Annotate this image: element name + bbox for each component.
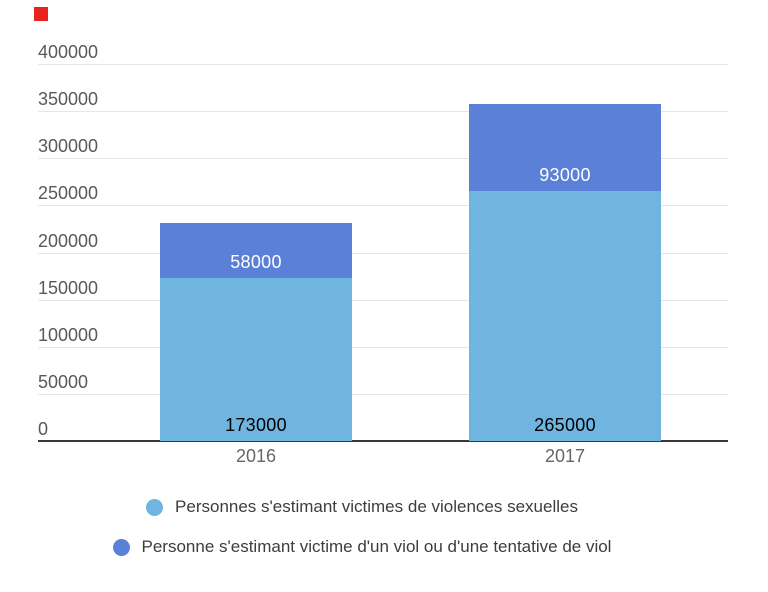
- gridline: [38, 252, 728, 254]
- bar-segment-2017-series2[interactable]: [469, 103, 661, 192]
- gridline: [38, 111, 728, 113]
- y-axis-tick-label: 350000: [38, 89, 99, 110]
- x-axis-label: 2016: [235, 446, 277, 466]
- y-axis-tick-label: 300000: [38, 136, 99, 157]
- legend-color-dot-icon: [146, 498, 164, 516]
- bar-segment-2016-series2[interactable]: [160, 223, 352, 278]
- y-axis-tick-label: 250000: [38, 183, 99, 204]
- chart-legend: Personnes s'estimant victimes de violenc…: [0, 497, 746, 557]
- y-axis-tick-label: 100000: [38, 324, 99, 345]
- y-axis-tick-label: 0: [38, 419, 49, 439]
- legend-color-dot-icon: [112, 538, 130, 556]
- gridline: [38, 346, 728, 348]
- bar-value-label: 173000: [225, 415, 287, 435]
- gridline: [38, 64, 728, 65]
- y-axis-tick-label: 400000: [38, 42, 99, 62]
- bar-value-label: 58000: [230, 251, 282, 272]
- y-axis-tick-label: 50000: [38, 371, 89, 392]
- x-axis-line: [38, 440, 728, 442]
- y-axis-tick-label: 200000: [38, 230, 99, 251]
- legend-label: Personne s'estimant victime d'un viol ou…: [141, 537, 612, 556]
- bar-segment-2016-series1[interactable]: [160, 277, 352, 441]
- gridline: [38, 158, 728, 160]
- bar-value-label: 93000: [539, 165, 591, 186]
- bar-segment-2017-series1[interactable]: [469, 191, 661, 441]
- red-marker: [34, 7, 48, 21]
- gridline: [38, 393, 728, 395]
- legend-item-1: Personnes s'estimant victimes de violenc…: [0, 497, 746, 517]
- bar-value-label: 265000: [534, 415, 596, 435]
- gridline: [38, 299, 728, 301]
- legend-label: Personnes s'estimant victimes de violenc…: [175, 497, 578, 516]
- legend-item-2: Personne s'estimant victime d'un viol ou…: [0, 537, 746, 557]
- gridline: [38, 205, 728, 207]
- y-axis-tick-label: 150000: [38, 277, 99, 298]
- x-axis-label: 2017: [544, 446, 586, 466]
